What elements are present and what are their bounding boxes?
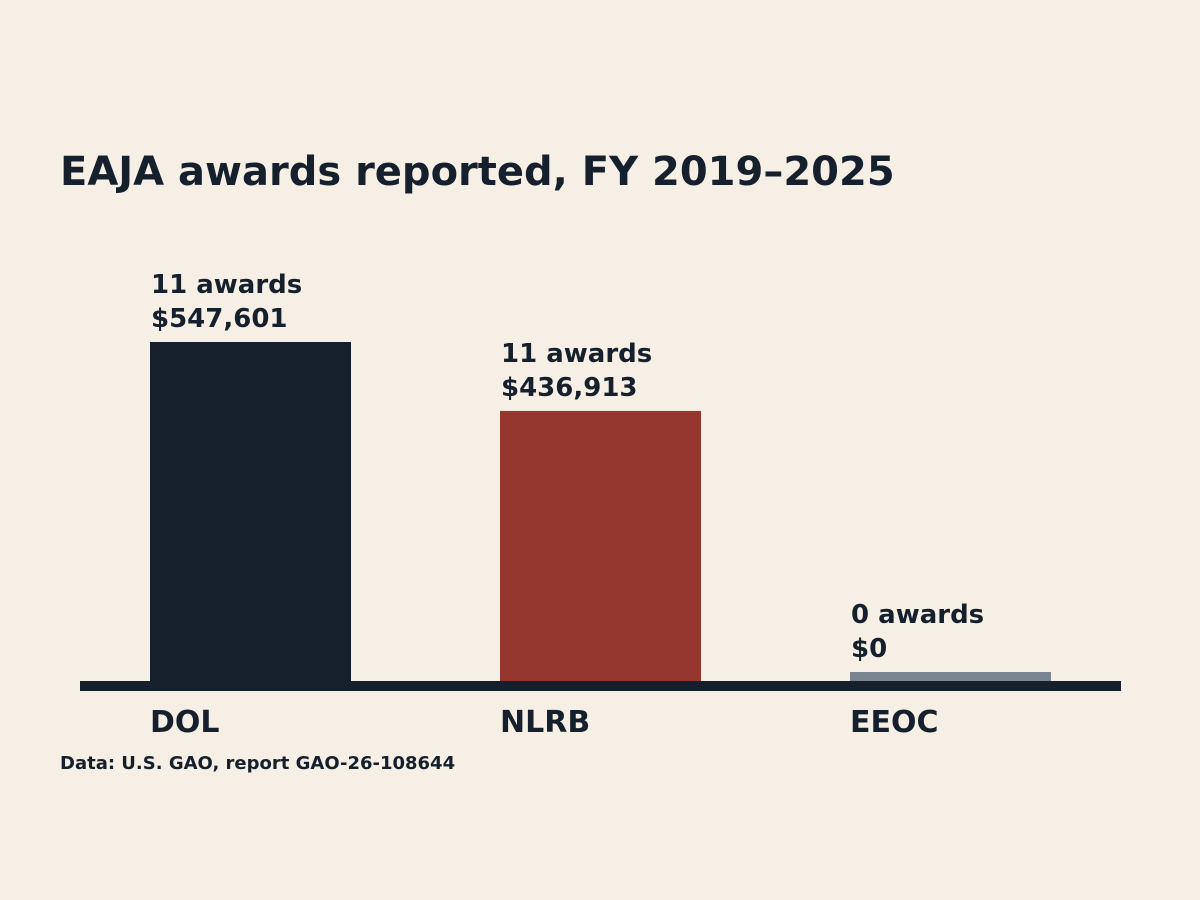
labels-layer: 11 awards $547,601 DOL 11 awards $436,913 NLR…	[150, 270, 984, 740]
category-label-nlrb: NLRB	[500, 705, 590, 740]
bar-eeoc	[850, 672, 1051, 683]
x-axis-baseline	[80, 681, 1121, 691]
category-label-dol: DOL	[150, 705, 220, 740]
data-label-amount-dol: $547,601	[151, 304, 288, 334]
source-note: Data: U.S. GAO, report GAO-26-108644	[60, 753, 456, 774]
chart-title: EAJA awards reported, FY 2019–2025	[60, 149, 895, 195]
data-label-count-dol: 11 awards	[151, 270, 302, 300]
category-label-eeoc: EEOC	[850, 705, 939, 740]
data-label-count-eeoc: 0 awards	[851, 600, 984, 630]
data-label-amount-eeoc: $0	[851, 634, 887, 664]
bars-layer	[150, 342, 1051, 683]
data-label-amount-nlrb: $436,913	[501, 373, 638, 403]
data-label-count-nlrb: 11 awards	[501, 339, 652, 369]
bar-dol	[150, 342, 351, 683]
bar-nlrb	[500, 410, 701, 683]
